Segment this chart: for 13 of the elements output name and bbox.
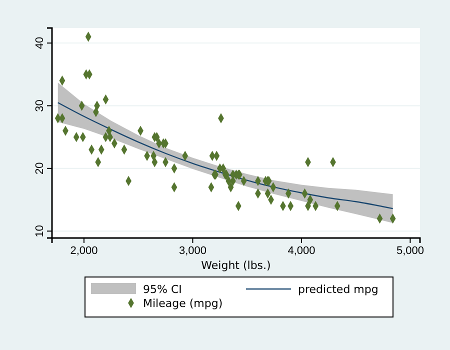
x-tick-label: 4,000 bbox=[288, 244, 316, 257]
line-series bbox=[57, 102, 394, 210]
x-tick-label: 3,000 bbox=[178, 244, 206, 257]
y-tick-label: 20 bbox=[34, 162, 46, 175]
legend-label: predicted mpg bbox=[298, 283, 378, 296]
y-tick-label: 30 bbox=[34, 100, 46, 112]
x-tick-label: 2,000 bbox=[70, 244, 98, 257]
y-tick-label: 10 bbox=[34, 224, 46, 238]
text: 95% CI bbox=[143, 283, 182, 296]
x-tick-label: 5,000 bbox=[396, 244, 424, 257]
y-tick-label: 40 bbox=[34, 36, 46, 50]
x-axis-title: Weight (lbs.) bbox=[201, 259, 271, 272]
legend-label: Mileage (mpg) bbox=[143, 297, 223, 310]
